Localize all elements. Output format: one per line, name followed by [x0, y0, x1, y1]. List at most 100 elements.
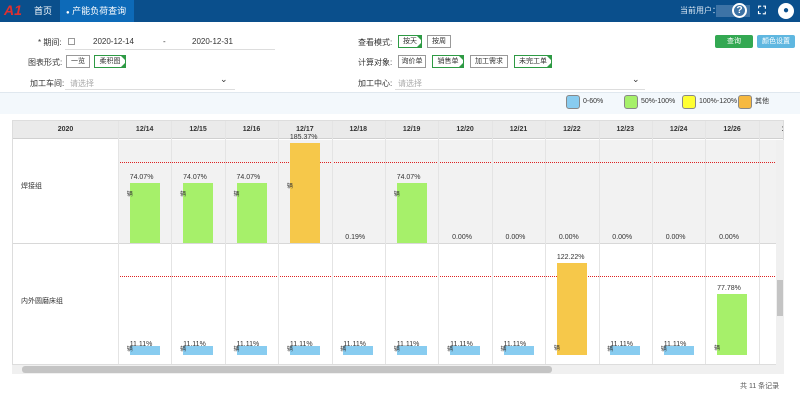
legend-item-50-100: 50%-100%: [624, 95, 675, 109]
capacity-bar[interactable]: [450, 346, 481, 355]
bar-value-label: 11.11%: [396, 341, 420, 348]
bar-value-label: 11.11%: [343, 341, 366, 348]
date-from-input[interactable]: 2020-12-14: [93, 37, 134, 46]
bar-unit-label: 辆: [393, 347, 400, 354]
calc-target-demand-button[interactable]: 加工需求: [470, 55, 508, 68]
column-divider: [278, 121, 280, 364]
calc-target-inquiry-button[interactable]: 询价单: [398, 55, 426, 68]
bar-value-label: 0.00%: [452, 234, 472, 241]
date-separator: -: [163, 37, 166, 46]
legend-label: 其他: [755, 98, 769, 105]
capacity-bar[interactable]: [396, 183, 427, 243]
calendar-icon[interactable]: [68, 38, 75, 45]
calc-target-unfinished-button[interactable]: 未完工单: [514, 55, 552, 68]
bar-value-label: 0.00%: [505, 234, 526, 241]
capacity-bar[interactable]: [663, 346, 694, 355]
tab-home[interactable]: 首页: [33, 6, 52, 16]
current-user-label: 当前用户：: [680, 6, 720, 15]
fullscreen-icon[interactable]: ⛶: [758, 5, 766, 17]
date-header: 12/20: [456, 126, 474, 133]
date-header: 12/19: [402, 126, 421, 133]
help-icon[interactable]: ?: [732, 3, 747, 18]
column-divider: [652, 121, 653, 364]
capacity-bar[interactable]: [183, 346, 214, 355]
legend-swatch: [624, 95, 638, 109]
close-icon[interactable]: ✕: [70, 30, 78, 40]
capacity-bar[interactable]: [236, 183, 267, 243]
capacity-bar[interactable]: [717, 293, 748, 355]
legend-label: 100%-120%: [699, 98, 738, 105]
date-header: 12/24: [669, 126, 688, 133]
date-header: 12/23: [616, 126, 635, 133]
capacity-bar[interactable]: [289, 346, 320, 355]
view-mode-label: 查看模式:: [358, 38, 393, 47]
bar-value-label: 11.11%: [663, 341, 687, 348]
date-header: 12/26: [723, 126, 741, 133]
bar-value-label: 0.00%: [612, 234, 633, 241]
legend-item-0-60: 0-60%: [566, 95, 603, 109]
column-divider: [171, 121, 173, 364]
workshop-select[interactable]: 请选择: [70, 79, 94, 88]
date-header: 12/16: [242, 126, 261, 133]
bar-unit-label: 辆: [180, 192, 187, 198]
query-button[interactable]: 查询: [715, 35, 753, 48]
calc-target-label: 计算对象:: [358, 58, 393, 67]
view-mode-week-button[interactable]: 按周: [427, 35, 451, 48]
bar-value-label: 0.00%: [665, 234, 686, 241]
bar-value-label: 0.00%: [558, 234, 579, 241]
capacity-bar[interactable]: [396, 346, 427, 355]
date-header: 12/17: [296, 126, 314, 133]
user-avatar-icon[interactable]: ●: [778, 3, 794, 19]
row-separator: [13, 243, 783, 244]
capacity-bar[interactable]: [289, 143, 320, 243]
year-header: 2020: [57, 126, 74, 133]
bar-unit-label: 辆: [340, 347, 347, 354]
column-divider: [331, 121, 333, 364]
date-to-input[interactable]: 2020-12-31: [192, 37, 233, 46]
row-label-welding: 焊接组: [21, 183, 42, 190]
legend-swatch: [682, 95, 696, 109]
bar-unit-label: 辆: [607, 347, 614, 354]
capacity-bar[interactable]: [343, 346, 374, 355]
row-background: [118, 140, 783, 243]
bar-unit-label: 辆: [126, 192, 133, 198]
column-divider: [758, 121, 760, 364]
bar-unit-label: 辆: [714, 346, 721, 352]
bar-value-label: 122.22%: [556, 254, 585, 261]
color-settings-button[interactable]: 颜色设置: [757, 35, 795, 48]
tab-dot-icon: ●: [66, 10, 70, 16]
capacity-bar[interactable]: [129, 346, 160, 355]
calc-target-sales-button[interactable]: 销售单: [432, 55, 464, 68]
bar-unit-label: 辆: [286, 347, 293, 354]
capacity-grid: 2020 12/14 12/15 12/16 12/17 12/18 12/19 12/20…: [12, 120, 784, 365]
bar-value-label: 11.11%: [289, 341, 313, 348]
chart-form-stacked-button[interactable]: 柔积图: [94, 55, 126, 68]
legend-bar: [0, 92, 800, 114]
view-mode-day-button[interactable]: 按天: [398, 35, 422, 48]
period-label: * 期间:: [38, 38, 62, 47]
column-divider: [224, 121, 226, 364]
bar-value-label: 74.07%: [236, 174, 261, 181]
chart-form-overview-button[interactable]: 一览: [66, 55, 90, 68]
bar-unit-label: 辆: [233, 347, 240, 354]
bar-unit-label: 辆: [447, 347, 454, 354]
capacity-bar[interactable]: [183, 183, 214, 243]
date-header: 12/21: [509, 126, 528, 133]
capacity-bar[interactable]: [556, 263, 587, 355]
date-header: 12/22: [563, 126, 581, 133]
capacity-bar[interactable]: [503, 346, 534, 355]
center-select[interactable]: 请选择: [398, 79, 422, 88]
chevron-down-icon[interactable]: ⌄: [220, 74, 228, 84]
horizontal-scroll-thumb[interactable]: [22, 366, 552, 373]
vertical-scroll-thumb[interactable]: [777, 280, 783, 316]
tab-capacity-query[interactable]: ● 产能负荷查询 ✕: [60, 0, 134, 40]
capacity-bar[interactable]: [236, 346, 267, 355]
capacity-bar[interactable]: [129, 183, 160, 243]
column-divider: [118, 121, 119, 364]
tab-capacity-query-label: 产能负荷查询: [72, 6, 127, 16]
row-label-grinding: 内外圆磨床组: [21, 298, 63, 305]
vertical-scrollbar[interactable]: [776, 140, 784, 365]
chevron-down-icon[interactable]: ⌄: [632, 74, 640, 84]
capacity-bar[interactable]: [610, 346, 641, 355]
date-header: 12: [759, 121, 783, 139]
